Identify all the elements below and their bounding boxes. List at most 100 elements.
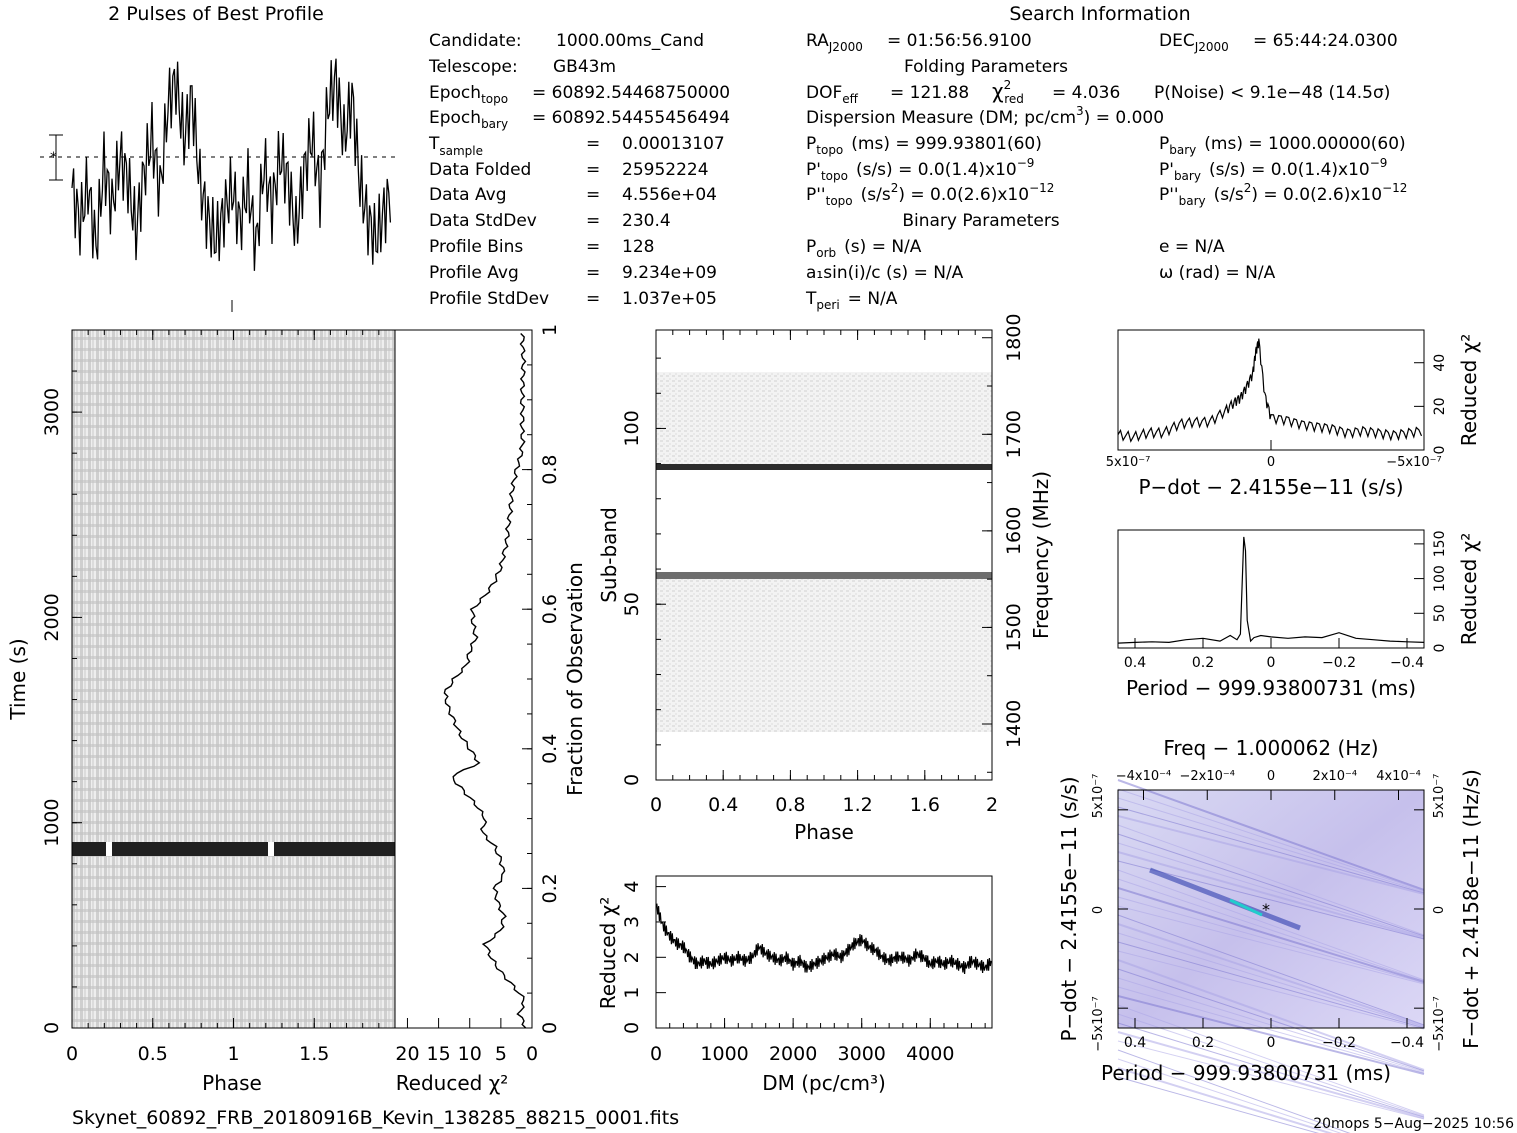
fraction-axis-label: Fraction of Observation [563,562,587,796]
epoch-topo-value: = 60892.54468750000 [532,83,730,103]
candidate-info: Candidate: 1000.00ms_Cand Telescope: GB4… [428,31,730,309]
pp-streak [1117,941,1425,1029]
profile-errorbar: * [49,134,63,181]
pp-pdot-tick-label: 0 [1091,906,1106,914]
period-pdot-plot: * 0.4 0.2 0 −0.2 −0.4 −4x10⁻⁴ −2x10⁻⁴ 0 2x10⁻⁴ 4x… [1057,736,1483,1133]
pp-streak [1117,986,1425,1074]
pp-streak [1117,905,1425,985]
subband-tick-label: 0 [621,774,643,786]
pp-streak [1117,914,1425,1026]
pp-streak [1117,815,1425,895]
time-phase-image [72,330,395,1028]
subband-dark-row-lower [656,572,992,579]
a1-value: a₁sin(i)/c (s) = N/A [806,263,964,283]
pp-streak [1117,1031,1425,1119]
pp-pdot-tick-label: −5x10⁻⁷ [1091,996,1106,1051]
ra-value: = 01:56:56.9100 [887,31,1032,51]
pp-streak [1117,1022,1425,1118]
period-chi2-tick-label: 150 [1432,531,1448,558]
dm-chi2-frame [655,875,993,1029]
ra-label: RAJ2000 [806,31,863,54]
profile-title: 2 Pulses of Best Profile [108,3,324,25]
subband-phase-tick-label: 0.4 [708,794,738,816]
time-phase-ticks: 0 0.5 1 1.5 0 1000 2000 3000 [41,330,380,1065]
telescope-label: Telescope: [428,57,518,77]
dm-chi2-tick-label: 3 [621,916,643,928]
search-info: RAJ2000 = 01:56:56.9100 DECJ2000 = 65:44… [805,31,1407,312]
time-phase-gap-2 [268,842,274,856]
chi2-tick-label: 15 [426,1043,450,1065]
pddot-topo-label: P''topo (s/s2) = 0.0(2.6)x10−12 [806,181,1054,208]
pp-streak [1117,896,1425,984]
period-pdot-ticks: 0.4 0.2 0 −0.2 −0.4 −4x10⁻⁴ −2x10⁻⁴ 0 2x10⁻⁴ 4x10… [1091,769,1447,1052]
data-avg-value: 4.556e+04 [622,185,717,205]
data-folded-value: 25952224 [622,160,709,180]
pp-streak [1117,824,1425,936]
dm-label: Dispersion Measure (DM; pc/cm3) = 0.000 [806,104,1164,128]
subband-phase-ticks: 0 0.4 0.8 1.2 1.6 2 0 50 100 1400 1500 1600 1700 1800 [621,314,1025,816]
dm-chi2-ticks: 0 1000 2000 3000 4000 0 1 2 3 4 [621,881,986,1065]
p-orb-label: Porb (s) = N/A [806,237,922,260]
pp-freq-tick-label: 0 [1267,769,1275,784]
pp-fdot-tick-label: 5x10⁻⁷ [1432,774,1447,819]
data-stddev-eq: = [586,211,600,231]
frequency-tick-label: 1500 [1003,603,1025,651]
pp-streak [1117,995,1425,1075]
dm-tick-label: 4000 [906,1043,954,1065]
p-topo-label: Ptopo (ms) = 999.93801(60) [806,134,1042,157]
time-axis-label: Time (s) [6,638,30,720]
pdot-chi2-y-label: Reduced χ² [1457,334,1481,447]
period-pdot-x-label: Period − 999.93800731 (ms) [1101,1061,1391,1085]
pp-streak [1117,806,1425,894]
dm-tick-label: 0 [650,1043,662,1065]
pp-fdot-tick-label: 0 [1432,906,1447,914]
time-tick-label: 2000 [41,593,63,641]
subband-dark-row-upper [656,464,992,470]
phase-axis-label: Phase [202,1071,262,1095]
telescope-value: GB43m [553,57,616,77]
ecc-value: e = N/A [1159,237,1225,257]
pp-streak [1117,950,1425,1030]
pp-streak [1117,959,1425,1071]
period-chi2-y-label: Reduced χ² [1457,533,1481,646]
svg-text:*: * [50,150,57,166]
fraction-tick-label: 0.4 [539,734,561,764]
data-folded-label: Data Folded [429,160,531,180]
pp-pdot-tick-label: 5x10⁻⁷ [1091,774,1106,819]
pp-period-tick-label: 0.2 [1192,1035,1214,1051]
period-tick-label: 0 [1267,655,1276,671]
time-chi2-frame [394,329,533,1029]
fraction-tick-label: 1 [539,324,561,336]
epoch-topo-label: Epochtopo [429,83,508,106]
binary-title: Binary Parameters [902,211,1059,231]
subband-phase-plot: 0 0.4 0.8 1.2 1.6 2 0 50 100 1400 1500 1600 1700 1800… [597,314,1053,844]
pp-freq-tick-label: 4x10⁻⁴ [1376,769,1421,784]
chi2-tick-label: 5 [495,1043,507,1065]
subband-tick-label: 100 [621,410,643,446]
pdot-tick-label: 0 [1267,455,1275,470]
profile-avg-value: 9.234e+09 [622,263,717,283]
profile-stddev-value: 1.037e+05 [622,289,717,309]
time-phase-bright-row [72,842,395,856]
frequency-tick-label: 1700 [1003,410,1025,458]
period-axis-label: Period − 999.93800731 (ms) [1126,676,1416,700]
period-chi2-ticks: 0.4 0.2 0 −0.2 −0.4 0 50 100 150 [1124,531,1448,671]
chi2-tick-label: 20 [395,1043,419,1065]
time-chi2-plot: 20 15 10 5 000.20.40.60.81 Reduced χ² Fracti… [394,324,587,1095]
chi-red-value: = 4.036 [1052,83,1120,103]
data-folded-eq: = [586,160,600,180]
pp-streak [1117,869,1425,981]
epoch-bary-label: Epochbary [429,108,508,131]
time-tick-label: 1000 [41,799,63,847]
search-info-title: Search Information [1009,3,1190,25]
period-pdot-streaks [1117,779,1425,1133]
pp-streak [1117,1067,1334,1133]
pp-streak [1117,842,1425,938]
time-tick-label: 0 [41,1022,63,1034]
pp-streak [1117,797,1425,893]
chi-red-label: χ2 red [992,78,1024,106]
pp-streak [1117,1076,1320,1133]
time-chi2-line [443,333,527,1029]
